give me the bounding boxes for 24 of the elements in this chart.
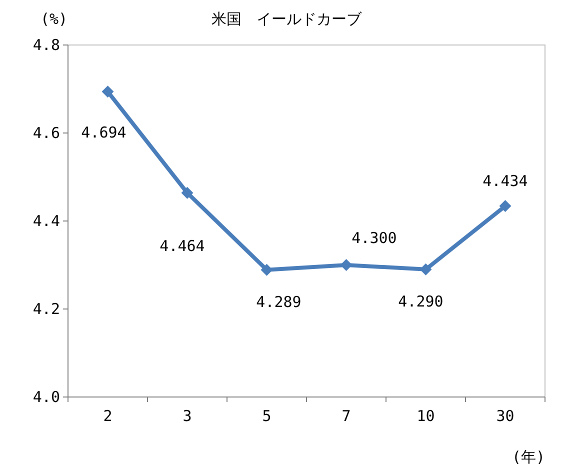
x-tick-label: 10 [416,407,435,425]
x-tick-label: 3 [182,407,192,425]
x-tick-label: 2 [103,407,112,425]
x-axis-title: (年) [512,448,545,466]
point [499,200,512,212]
y-tick-label: 4.8 [32,36,60,54]
data-label: 4.290 [398,292,444,310]
y-tick-label: 4.0 [32,388,60,406]
x-tick-label: 5 [262,407,272,425]
y-axis-title: (%) [40,10,68,28]
data-label: 4.434 [482,172,528,190]
y-tick-label: 4.2 [32,300,60,318]
data-label: 4.300 [352,229,397,247]
point [102,86,114,98]
point [181,186,194,199]
y-tick-label: 4.4 [32,212,60,230]
x-tick-label: 7 [342,407,351,425]
y-tick-label: 4.6 [32,124,60,142]
chart-title: 米国 イールドカーブ [212,10,362,28]
data-label: 4.289 [256,292,302,311]
point [340,259,352,271]
data-label: 4.464 [160,236,205,255]
data-label: 4.694 [81,124,126,142]
x-tick-label: 30 [496,407,514,425]
